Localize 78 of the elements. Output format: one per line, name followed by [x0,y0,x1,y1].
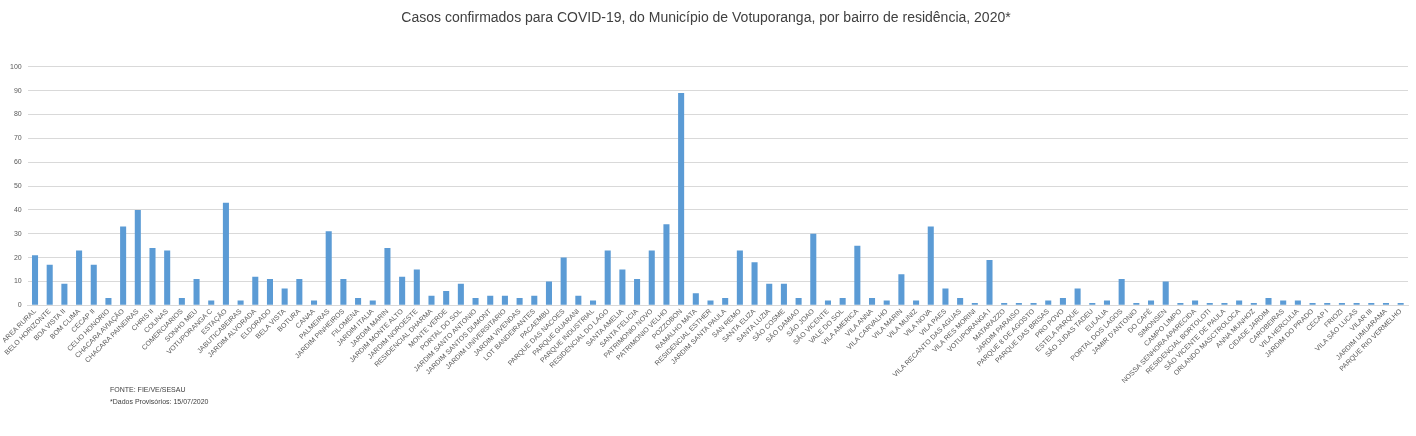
bar [824,300,831,305]
bar [854,245,861,305]
bar [942,288,949,305]
bar [560,257,567,305]
bar [61,283,68,305]
bar [355,298,362,305]
bar [340,279,347,305]
bar [692,293,699,305]
bar [1045,300,1052,305]
bar [986,259,993,305]
bar [428,295,435,305]
bar [208,300,215,305]
bar [927,226,934,305]
bar [531,295,538,305]
bar [619,269,626,305]
bar [1162,281,1169,305]
bar [516,298,523,305]
bar [898,274,905,305]
bar [1236,300,1243,305]
bar [575,295,582,305]
bar [780,283,787,305]
bar [1294,300,1301,305]
bar [913,300,920,305]
bar [222,202,229,305]
bar [134,209,141,305]
chart-title: Casos confirmados para COVID-19, do Município de Votuporanga, por bairro de residência, 2020* [401,9,1012,26]
bar [281,288,288,305]
bar [1148,300,1155,305]
bar [883,300,890,305]
bar [384,248,391,305]
bar [266,279,273,305]
bar [1074,288,1081,305]
bar [472,298,479,305]
bar [604,250,611,305]
bar [1103,300,1110,305]
bar [252,276,259,305]
bar [325,231,332,305]
bar [457,283,464,305]
bar [120,226,127,305]
bar [545,281,552,305]
bar [413,269,420,305]
bar [46,264,53,305]
bar [31,255,39,305]
bar [839,298,846,305]
bar [149,248,156,305]
bar [76,250,83,305]
bar [1059,298,1066,305]
bar [766,283,773,305]
bar [487,295,494,305]
bar [678,93,685,305]
bar [164,250,171,305]
bar [90,264,97,305]
bar [1265,298,1272,305]
bar [869,298,876,305]
bar [1280,300,1287,305]
bar [193,279,200,305]
bar [634,279,641,305]
bar [178,298,185,305]
bar [751,262,758,305]
bar [296,279,303,305]
bar [707,300,714,305]
bar [310,300,318,305]
bar [590,300,597,305]
bar [795,298,802,305]
bar [810,233,817,305]
bar [237,300,244,305]
bar [443,290,450,305]
bar [722,298,729,305]
bar [369,300,376,305]
bar [1118,279,1125,305]
bar [736,250,743,305]
bar [501,295,508,305]
bar [105,298,112,305]
bar [648,250,655,305]
bar [957,298,964,305]
bar [1192,300,1199,305]
bar [663,224,670,305]
bar [399,276,406,305]
